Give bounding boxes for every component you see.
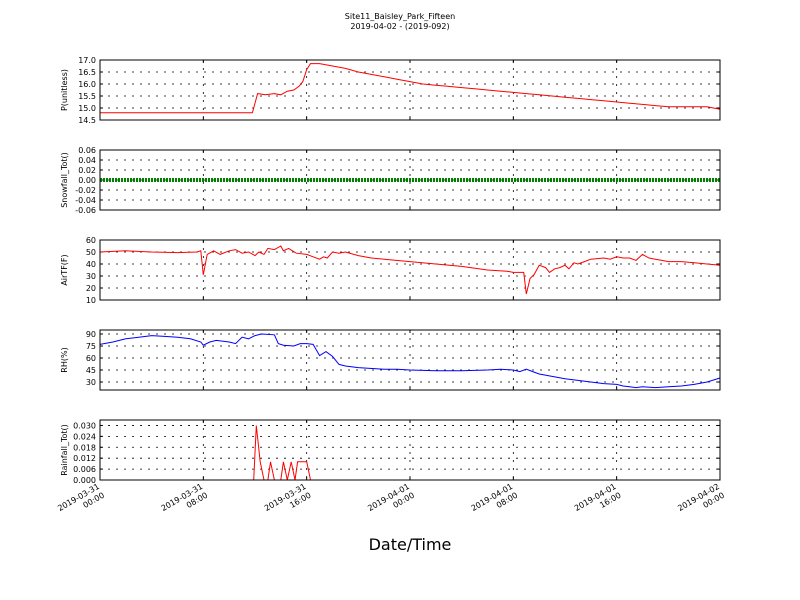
- y-tick-label: 30: [86, 378, 96, 387]
- y-tick-label: 90: [86, 330, 96, 339]
- axes-frame: [99, 59, 721, 121]
- panel-snow: 0.060.040.020.00-0.02-0.04-0.06 Snowfall_…: [60, 146, 721, 215]
- y-tick-label: 0.006: [73, 465, 96, 474]
- y-axis-label: P(unitless): [60, 69, 69, 111]
- y-axis-label: AirTF(F): [60, 254, 69, 285]
- y-tick-label: 20: [86, 284, 96, 293]
- y-tick-label: 0.018: [73, 443, 96, 452]
- axes-frame: [99, 419, 721, 481]
- y-tick-label: 0.06: [78, 146, 96, 155]
- axes-frame: [99, 149, 721, 211]
- series-line-air: [99, 245, 721, 295]
- y-tick-label: 16.0: [78, 80, 96, 89]
- y-tick-label: 0.030: [73, 421, 96, 430]
- y-tick-label: 50: [86, 248, 96, 257]
- y-tick-label: 60: [86, 236, 96, 245]
- y-axis-label: Snowfall_Tot(): [60, 152, 69, 208]
- axes-frame: [99, 239, 721, 301]
- y-tick-label: 0.04: [78, 156, 96, 165]
- y-tick-label: 16.5: [78, 68, 96, 77]
- x-axis-title: Date/Time: [369, 535, 452, 554]
- chart-subtitle: 2019-04-02 - (2019-092): [350, 22, 449, 31]
- y-tick-label: -0.06: [75, 206, 96, 215]
- axes-frame: [99, 329, 721, 391]
- panel-rh: 90 75 60 45 30 RH(%): [60, 329, 721, 391]
- series-line-p: [100, 63, 721, 114]
- panel-air: 60 50 40 30 20 10 AirTF(F): [60, 236, 721, 305]
- y-tick-label: -0.04: [75, 196, 96, 205]
- y-tick-label: 0.024: [73, 432, 96, 441]
- chart-title: Site11_Baisley_Park_Fifteen: [345, 12, 455, 21]
- y-tick-label: 45: [86, 366, 96, 375]
- series-line-rh: [99, 333, 721, 389]
- y-tick-label: 60: [86, 354, 96, 363]
- y-tick-label: 15.0: [78, 104, 96, 113]
- y-tick-label: 0.012: [73, 454, 96, 463]
- chart-panels: 17.016.516.015.515.014.5P(unitless)0.060…: [60, 56, 721, 485]
- y-tick-label: 0.000: [73, 476, 96, 485]
- y-tick-label: 0.02: [78, 166, 96, 175]
- y-tick-label: -0.02: [75, 186, 96, 195]
- y-tick-label: 0.00: [78, 176, 96, 185]
- y-axis-label: RH(%): [60, 347, 69, 372]
- y-tick-label: 30: [86, 272, 96, 281]
- y-tick-label: 17.0: [78, 56, 96, 65]
- panel-p: 17.0 16.5 16.0 15.5 15.0 14.5 P(unitless): [60, 56, 721, 125]
- y-tick-label: 10: [86, 296, 96, 305]
- y-tick-label: 15.5: [78, 92, 96, 101]
- panel-rain: 0.030 0.024 0.018 0.012 0.006 0.000 Rainfall_T…: [60, 419, 721, 485]
- y-axis-label: Rainfall_Tot(): [60, 424, 69, 476]
- y-tick-label: 75: [86, 342, 96, 351]
- y-tick-label: 14.5: [78, 116, 96, 125]
- y-tick-label: 40: [86, 260, 96, 269]
